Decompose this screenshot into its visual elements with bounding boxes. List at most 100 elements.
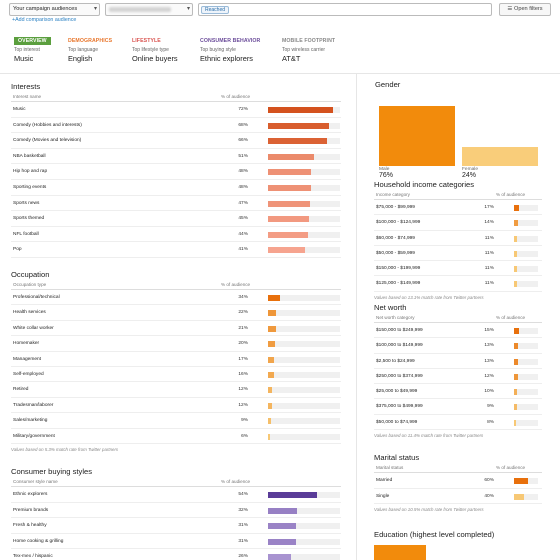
table-header: Income category % of audience [374, 191, 542, 200]
table-row: Comedy (Hobbies and interests) 68% [11, 118, 341, 134]
row-percent: 11% [484, 281, 494, 287]
row-percent: 47% [238, 200, 248, 206]
marital-status-section: Marital status Marital status % of audie… [374, 453, 542, 512]
row-percent: 22% [238, 310, 248, 316]
tab-consumer-behavior[interactable]: CONSUMER BEHAVIOR Top buying style Ethni… [200, 38, 261, 63]
reached-filter-tag[interactable]: Reached [201, 6, 230, 14]
section-title: Net worth [374, 303, 407, 312]
bar-track [514, 493, 538, 500]
percent-bar [514, 478, 529, 484]
row-label: $60,000 - $74,999 [376, 235, 415, 241]
bar-track [268, 402, 340, 409]
percent-bar [268, 169, 312, 176]
table-row: Home cooking & grilling 31% [11, 534, 341, 550]
table-row: Tex-mex / hispanic 26% [11, 549, 341, 560]
gender-male-label: Male [379, 167, 390, 172]
row-label: Hip hop and rap [13, 169, 48, 175]
percent-bar [268, 138, 328, 145]
table-row: Sports themed 45% [11, 211, 341, 227]
percent-bar [268, 184, 312, 191]
table-row: Sporting events 48% [11, 180, 341, 196]
percent-bar [268, 216, 309, 223]
row-percent: 9% [487, 404, 494, 410]
percent-bar [268, 523, 296, 530]
percent-bar [514, 419, 517, 426]
bar-track [514, 235, 538, 242]
row-percent: 72% [238, 107, 248, 112]
row-percent: 10% [484, 389, 494, 395]
bar-track [514, 358, 538, 365]
table-row: Sales/marketing 9% [11, 413, 341, 429]
bar-track [514, 404, 538, 411]
table-row: Military/government 6% [11, 429, 341, 444]
bar-track [514, 205, 538, 211]
table-row: Tradesman/laborer 12% [11, 398, 341, 414]
row-percent: 11% [484, 235, 494, 241]
row-label: Professional/technical [13, 295, 60, 300]
percent-bar [514, 358, 518, 365]
match-rate-note: Values based on 13.1% match rate from Tw… [374, 294, 484, 300]
row-label: Sales/marketing [13, 418, 48, 424]
row-percent: 40% [484, 493, 494, 499]
row-label: Single [376, 493, 390, 499]
row-percent: 26% [238, 554, 248, 560]
percent-bar [514, 235, 518, 242]
match-rate-note: Values based on 10.5% match rate from Tw… [374, 507, 484, 512]
percent-bar [268, 554, 292, 560]
row-label: NFL football [13, 231, 39, 237]
net-worth-section: Net worth Net worth category % of audien… [374, 303, 542, 438]
percent-bar [268, 433, 271, 440]
gender-female-value: 24% [462, 172, 477, 179]
chevron-down-icon: ▾ [186, 6, 190, 12]
row-label: $125,000 - $149,999 [376, 281, 421, 287]
row-label: Sports news [13, 200, 40, 206]
row-percent: 44% [238, 231, 248, 237]
bar-track [268, 341, 340, 348]
table-row: $100,000 to $149,999 13% [374, 338, 542, 354]
gender-bar-male [379, 106, 455, 166]
tab-mobile-footprint[interactable]: MOBILE FOOTPRINT Top wireless carrier AT… [282, 38, 336, 63]
table-header: Occupation type % of audience [11, 281, 341, 290]
interests-section: Interests Interest name % of audience Mu… [11, 82, 341, 258]
percent-bar [268, 387, 273, 394]
percent-bar [514, 205, 520, 211]
row-label: Sports themed [13, 216, 45, 222]
tab-overview[interactable]: OVERVIEW Top interest Music [14, 37, 51, 63]
table-row: $75,000 - $99,999 17% [374, 200, 542, 216]
redacted-audience-name [109, 7, 171, 12]
table-row: $150,000 - $199,999 11% [374, 261, 542, 277]
row-label: Music [13, 107, 26, 112]
percent-bar [268, 310, 276, 317]
row-label: Home cooking & grilling [13, 538, 64, 544]
tab-demographics[interactable]: DEMOGRAPHICS Top language English [68, 38, 113, 63]
table-row: Sports news 47% [11, 196, 341, 212]
row-percent: 15% [484, 328, 494, 333]
row-label: Retired [13, 387, 29, 393]
bar-track [268, 325, 340, 332]
bar-track [268, 433, 340, 440]
percent-bar [514, 373, 518, 380]
percent-bar [268, 356, 275, 363]
tab-lifestyle[interactable]: LIFESTYLE Top lifestyle type Online buye… [132, 38, 178, 63]
table-row: $375,000 to $499,999 9% [374, 399, 542, 415]
percent-bar [514, 389, 517, 396]
row-percent: 48% [238, 184, 248, 190]
row-label: Sporting events [13, 184, 47, 190]
bar-track [268, 538, 340, 545]
percent-bar [268, 371, 274, 378]
row-label: Comedy (Hobbies and interests) [13, 122, 82, 128]
table-row: $60,000 - $74,999 11% [374, 231, 542, 246]
percent-bar [268, 107, 333, 113]
bar-track [514, 266, 538, 273]
row-percent: 51% [238, 153, 248, 159]
table-header: Consumer style name % of audience [11, 478, 341, 487]
row-label: Tex-mex / hispanic [13, 554, 53, 560]
add-comparison-link[interactable]: +Add comparison audience [12, 17, 77, 23]
audience-select[interactable]: Your campaign audiences ▾ [9, 3, 100, 16]
open-filters-button[interactable]: ☰ Open filters [499, 3, 551, 16]
filter-input[interactable]: Reached [198, 3, 492, 16]
table-row: Professional/technical 34% [11, 290, 341, 306]
audience-name-select[interactable]: ▾ [105, 3, 193, 16]
education-bar [374, 545, 426, 560]
row-percent: 41% [238, 247, 248, 253]
